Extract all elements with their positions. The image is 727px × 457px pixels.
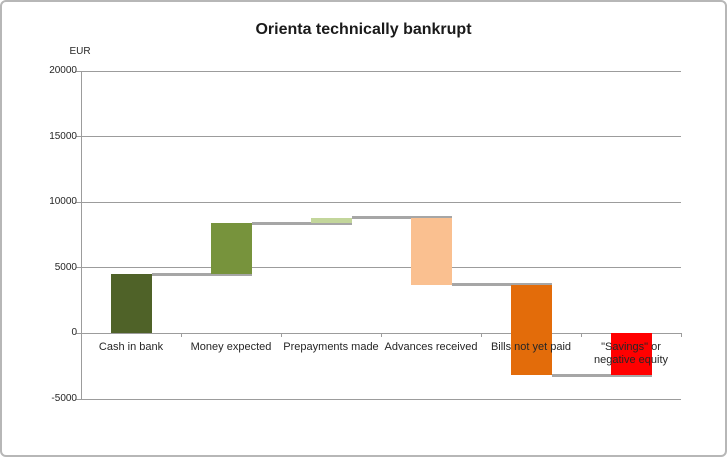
gridline-20000: [81, 70, 681, 72]
x-label-advances-received: Advances received: [384, 341, 478, 353]
x-axis-tick-2: [281, 333, 282, 338]
y-axis-tick--5000: [76, 398, 81, 400]
connector-after-money-expected: [251, 221, 352, 225]
x-axis-tick-3: [381, 333, 382, 338]
y-tick-label-0: 0: [71, 327, 77, 339]
x-axis-tick-0: [81, 333, 82, 338]
gridline-10000: [81, 201, 681, 203]
bar-cash-in-bank: [110, 274, 152, 334]
gridline-5000: [81, 267, 681, 269]
bar-advances-received: [410, 217, 452, 285]
gridline--5000: [81, 398, 681, 400]
connector-after-cash-in-bank: [151, 272, 252, 276]
y-axis-unit-label: EUR: [69, 46, 91, 57]
x-axis-tick-6: [681, 333, 682, 338]
connector-after-prepayments-made: [351, 216, 452, 220]
y-tick-label-10000: 10000: [49, 196, 77, 208]
y-axis-tick-15000: [76, 136, 81, 138]
y-axis-tick-20000: [76, 70, 81, 72]
bar-money-expected: [210, 223, 252, 275]
bar-prepayments-made: [310, 217, 352, 224]
y-axis-tick-5000: [76, 267, 81, 269]
y-tick-label-5000: 5000: [54, 261, 77, 273]
x-label-prepayments-made: Prepayments made: [283, 341, 379, 353]
bar-bills-not-yet-paid: [510, 284, 552, 376]
x-axis-tick-4: [481, 333, 482, 338]
x-label-bills-not-yet-paid: Bills not yet paid: [490, 341, 572, 353]
y-axis-tick-0: [76, 332, 81, 334]
gridline-15000: [81, 136, 681, 138]
y-tick-label-20000: 20000: [49, 65, 77, 76]
y-axis-line: [80, 71, 82, 399]
x-label-cash-in-bank: Cash in bank: [98, 341, 164, 353]
y-axis-tick-10000: [76, 201, 81, 203]
x-label-money-expected: Money expected: [190, 341, 272, 353]
connector-after-bills-not-yet-paid: [551, 373, 652, 377]
y-tick-label--5000: -5000: [51, 393, 77, 404]
bar-savings-or-negative-equity: [610, 333, 652, 376]
x-axis-tick-1: [181, 333, 182, 338]
chart-title: Orienta technically bankrupt: [255, 21, 472, 38]
x-axis-tick-5: [581, 333, 582, 338]
connector-after-advances-received: [451, 283, 552, 287]
x-label-savings-or-negative-equity: "Savings" or negative equity: [594, 341, 668, 366]
y-tick-label-15000: 15000: [49, 130, 77, 142]
